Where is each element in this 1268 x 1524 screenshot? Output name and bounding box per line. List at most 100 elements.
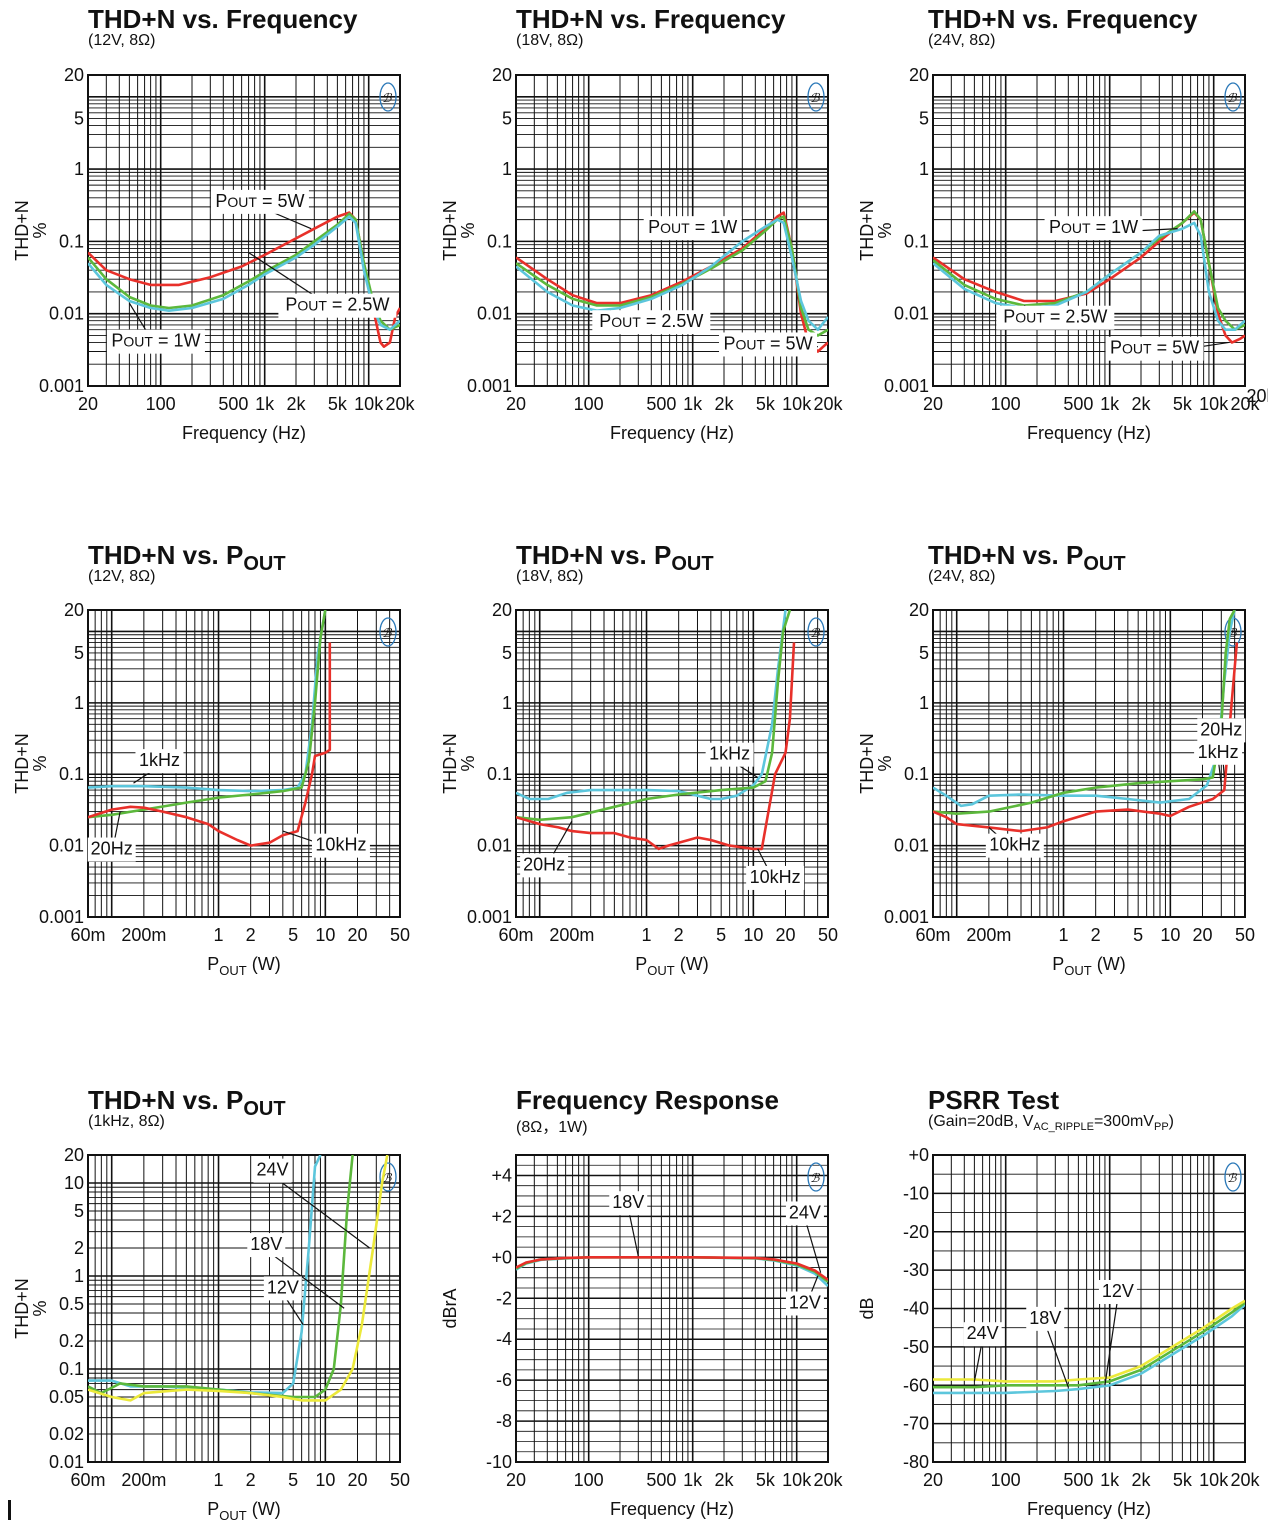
- series-line: [933, 610, 1236, 808]
- annotation-label: POUT = 2.5W: [285, 295, 389, 315]
- x-tick-label: 200m: [966, 925, 1011, 945]
- x-tick-label: 50: [390, 1470, 410, 1490]
- y-tick-label: -50: [903, 1337, 929, 1357]
- y-axis-label: dB: [857, 1297, 877, 1319]
- annotation-label: POUT = 1W: [1049, 217, 1138, 237]
- x-tick-label: 5: [288, 925, 298, 945]
- logo-mark: ℬ: [382, 626, 393, 640]
- x-tick-label: 1k: [683, 1470, 703, 1490]
- annotation-label: POUT = 1W: [648, 217, 737, 237]
- annotation-bg: [705, 742, 754, 767]
- series-line: [933, 211, 1245, 344]
- y-axis-label: THD+N%: [12, 733, 50, 794]
- annotation-leader: [973, 1339, 984, 1382]
- series-line: [516, 215, 828, 337]
- x-tick-label: 10k: [354, 394, 384, 414]
- series-line: [933, 1301, 1245, 1389]
- series-line: [88, 642, 332, 847]
- y-axis-label: THD+N%: [12, 1278, 50, 1339]
- chart-subtitle: (Gain=20dB, VAC_RIPPLE=300mVPP): [928, 1113, 1174, 1134]
- x-tick-label: 20: [347, 1470, 367, 1490]
- y-tick-label: -10: [903, 1183, 929, 1203]
- annotation-leader: [259, 206, 312, 230]
- x-axis-label: POUT (W): [207, 1499, 280, 1523]
- annotation-label: 20Hz: [1200, 719, 1242, 739]
- grid: [932, 1154, 1246, 1463]
- chart-title: THD+N vs. Frequency: [516, 4, 786, 34]
- ap-logo-icon: ℬ: [1224, 617, 1242, 647]
- series-line: [88, 610, 327, 793]
- annotation-bg: [785, 1291, 824, 1316]
- plot-frame: [932, 609, 1246, 918]
- annotation-leader: [111, 811, 121, 855]
- grid: [87, 1154, 401, 1463]
- annotation-leader: [729, 759, 759, 779]
- annotation-bg: [1026, 1306, 1065, 1331]
- y-tick-label: -80: [903, 1452, 929, 1472]
- annotation-label: 10kHz: [750, 867, 801, 887]
- y-tick-label: 0.5: [59, 1294, 84, 1314]
- y-tick-label: -70: [903, 1414, 929, 1434]
- y-tick-label: 0.1: [487, 231, 512, 251]
- x-tick-label: 20: [923, 1470, 943, 1490]
- annotation-leader: [1104, 1296, 1119, 1386]
- series-line: [933, 1299, 1245, 1383]
- x-axis-label: Frequency (Hz): [1027, 423, 1151, 443]
- chart-subtitle: (18V, 8Ω): [516, 32, 584, 49]
- y-tick-label: 0.1: [59, 764, 84, 784]
- annotation-bg: [963, 1322, 1002, 1347]
- y-tick-label: +0: [908, 1145, 929, 1165]
- x-tick-label: 60m: [70, 925, 105, 945]
- logo-mark: ℬ: [1227, 626, 1238, 640]
- annotation-label: POUT = 2.5W: [1003, 307, 1107, 327]
- y-tick-label: 1: [919, 159, 929, 179]
- x-tick-label: 100: [574, 1470, 604, 1490]
- x-tick-label: 200m: [549, 925, 594, 945]
- chart-title: THD+N vs. POUT: [516, 540, 714, 576]
- x-tick-label: 1k: [1100, 1470, 1120, 1490]
- x-axis-label: Frequency (Hz): [182, 423, 306, 443]
- x-axis-label: POUT (W): [207, 954, 280, 978]
- chart-subtitle: (24V, 8Ω): [928, 568, 996, 585]
- y-tick-label: -10: [486, 1452, 512, 1472]
- x-tick-label: 10k: [782, 1470, 812, 1490]
- x-axis-label: POUT (W): [1052, 954, 1125, 978]
- annotation-label: POUT = 1W: [111, 331, 200, 351]
- x-tick-label: 100: [574, 394, 604, 414]
- series-line: [933, 610, 1236, 815]
- annotation-bg: [643, 216, 742, 241]
- annotation-bg: [1197, 718, 1246, 743]
- x-tick-label: 20k: [813, 394, 843, 414]
- annotation-label: 20Hz: [523, 854, 565, 874]
- x-axis-label: POUT (W): [635, 954, 708, 978]
- y-tick-label: 0.01: [894, 304, 929, 324]
- plot-frame: [932, 74, 1246, 387]
- annotation-bg: [985, 833, 1044, 858]
- annotation-label: 10kHz: [315, 835, 366, 855]
- y-tick-label: 20: [64, 1145, 84, 1165]
- x-tick-label: 2: [246, 925, 256, 945]
- y-tick-label: 0.01: [894, 836, 929, 856]
- x-tick-label: 5: [1133, 925, 1143, 945]
- y-tick-label: 0.01: [49, 304, 84, 324]
- y-tick-label: -20: [903, 1222, 929, 1242]
- x-tick-label: 20: [923, 394, 943, 414]
- y-tick-label: 20: [64, 65, 84, 85]
- x-tick-label: 20: [506, 1470, 526, 1490]
- y-tick-label: 0.1: [59, 1359, 84, 1379]
- y-tick-label: -30: [903, 1260, 929, 1280]
- grid: [515, 609, 829, 918]
- annotation-bg: [1194, 740, 1243, 765]
- y-tick-label: 5: [74, 1201, 84, 1221]
- annotation-bg: [253, 1158, 292, 1183]
- grid: [932, 609, 1246, 918]
- series-line: [516, 1256, 828, 1283]
- x-tick-label: 500: [646, 1470, 676, 1490]
- logo-mark: ℬ: [382, 1171, 393, 1185]
- x-tick-label: 2k: [1131, 1470, 1151, 1490]
- annotation-leader: [627, 1208, 639, 1257]
- grid: [515, 74, 829, 387]
- x-axis-label: Frequency (Hz): [610, 423, 734, 443]
- y-tick-label: -6: [496, 1370, 512, 1390]
